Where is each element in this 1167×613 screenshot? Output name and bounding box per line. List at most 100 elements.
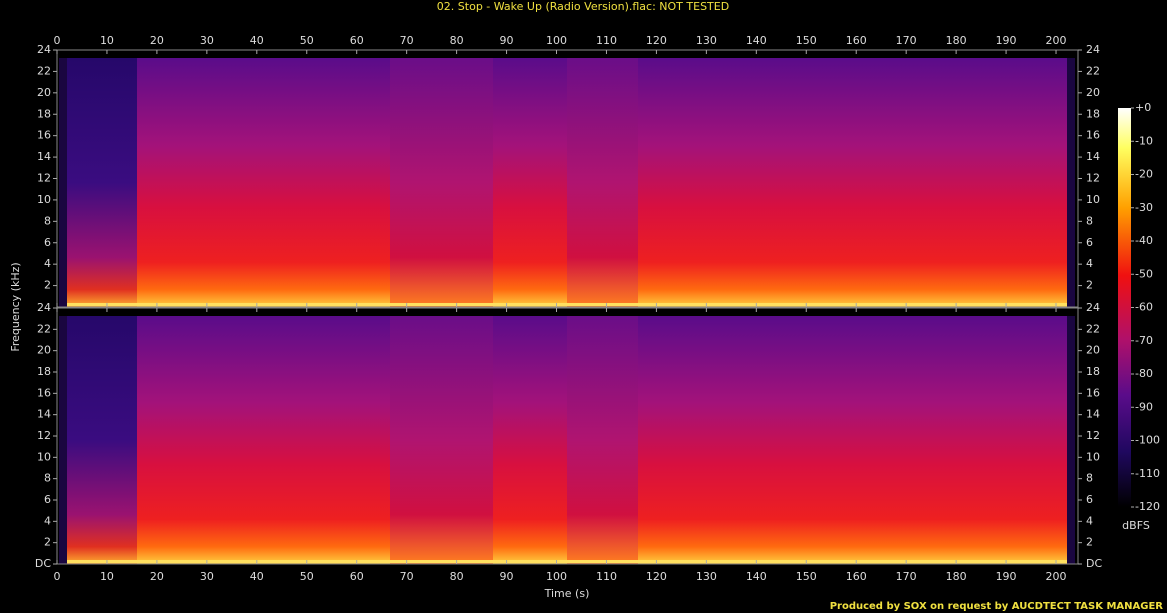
x-tick-label: 80 [450, 570, 464, 583]
footer: Produced by SOX on request by AUCDTECT T… [830, 601, 1164, 612]
x-tick-label: 120 [646, 34, 667, 47]
y-tick-label: 20 [37, 344, 51, 357]
spectrogram [638, 58, 1067, 307]
y-tick-label: 2 [44, 279, 51, 292]
y-tick-label: 24 [37, 301, 51, 314]
y-tick-label: 18 [1086, 107, 1100, 120]
y-tick-label: 4 [1086, 514, 1093, 527]
y-tick-label: 16 [1086, 386, 1100, 399]
y-tick-label: 10 [37, 450, 51, 463]
y-tick-label: 10 [1086, 450, 1100, 463]
colorbar-tick-label: -100 [1135, 434, 1160, 447]
colorbar-tick-label: -60 [1135, 301, 1153, 314]
y-tick-label: 14 [37, 408, 51, 421]
low-band [67, 560, 1067, 563]
x-tick-label: 70 [400, 34, 414, 47]
spectrogram [567, 316, 638, 564]
y-axis-label: Frequency (kHz) [9, 262, 22, 351]
colorbar-tick-label: -80 [1135, 367, 1153, 380]
spectrogram-edge [59, 316, 67, 564]
y-tick-label: 12 [37, 429, 51, 442]
x-tick-label: 50 [300, 570, 314, 583]
spectrogram-edge [59, 58, 67, 307]
y-tick-label: 6 [44, 493, 51, 506]
spectrogram [390, 316, 493, 564]
x-tick-label: 90 [500, 570, 514, 583]
y-tick-label: 14 [1086, 150, 1100, 163]
y-tick-label: 24 [37, 43, 51, 56]
x-tick-label: 190 [996, 34, 1017, 47]
chart-title: 02. Stop - Wake Up (Radio Version).flac:… [437, 0, 729, 13]
x-tick-label: 160 [846, 34, 867, 47]
x-tick-label: 30 [200, 34, 214, 47]
y-tick-label: 22 [37, 64, 51, 77]
y-tick-label: DC [1086, 557, 1102, 570]
y-tick-label: 16 [37, 129, 51, 142]
x-tick-label: 60 [350, 570, 364, 583]
y-tick-label: DC [35, 557, 51, 570]
spectrogram [390, 58, 493, 307]
colorbar-tick-label: -30 [1135, 201, 1153, 214]
x-tick-label: 60 [350, 34, 364, 47]
spectrogram [137, 58, 390, 307]
y-tick-label: 24 [1086, 43, 1100, 56]
y-tick-label: 8 [44, 214, 51, 227]
x-tick-label: 100 [546, 570, 567, 583]
x-tick-label: 200 [1046, 570, 1067, 583]
y-tick-label: 4 [44, 257, 51, 270]
y-tick-label: 18 [1086, 365, 1100, 378]
y-tick-label: 6 [1086, 236, 1093, 249]
y-tick-label: 18 [37, 365, 51, 378]
spectrogram [67, 58, 137, 307]
x-tick-label: 190 [996, 570, 1017, 583]
spectrogram-edge [1067, 316, 1075, 564]
y-tick-label: 2 [1086, 279, 1093, 292]
x-tick-label: 0 [54, 34, 61, 47]
x-tick-label: 130 [696, 34, 717, 47]
y-tick-label: 6 [44, 236, 51, 249]
x-tick-label: 140 [746, 570, 767, 583]
x-tick-label: 40 [250, 34, 264, 47]
spectrogram [638, 316, 1067, 564]
x-tick-label: 110 [596, 570, 617, 583]
y-tick-label: 8 [44, 472, 51, 485]
x-tick-label: 150 [796, 34, 817, 47]
x-tick-label: 130 [696, 570, 717, 583]
x-tick-label: 160 [846, 570, 867, 583]
x-tick-label: 70 [400, 570, 414, 583]
colorbar-tick-label: -40 [1135, 234, 1153, 247]
y-tick-label: 14 [37, 150, 51, 163]
colorbar-tick-label: -50 [1135, 267, 1153, 280]
spectrogram [67, 316, 137, 564]
x-tick-label: 80 [450, 34, 464, 47]
x-tick-label: 180 [946, 34, 967, 47]
y-tick-label: 22 [37, 322, 51, 335]
y-tick-label: 2 [1086, 536, 1093, 549]
x-tick-label: 180 [946, 570, 967, 583]
x-tick-label: 50 [300, 34, 314, 47]
x-tick-label: 120 [646, 570, 667, 583]
x-tick-label: 40 [250, 570, 264, 583]
y-tick-label: 14 [1086, 408, 1100, 421]
y-tick-label: 12 [1086, 172, 1100, 185]
x-tick-label: 20 [150, 34, 164, 47]
x-tick-label: 30 [200, 570, 214, 583]
y-tick-label: 12 [37, 172, 51, 185]
colorbar-tick-label: -120 [1135, 500, 1160, 513]
y-tick-label: 24 [1086, 301, 1100, 314]
spectrogram [137, 316, 390, 564]
y-tick-label: 10 [37, 193, 51, 206]
y-tick-label: 8 [1086, 214, 1093, 227]
x-tick-label: 0 [54, 570, 61, 583]
spectrogram-edge [1067, 58, 1075, 307]
colorbar-tick-label: -10 [1135, 134, 1153, 147]
y-tick-label: 16 [37, 386, 51, 399]
x-tick-label: 170 [896, 570, 917, 583]
x-axis-label: Time (s) [544, 587, 590, 600]
y-tick-label: 10 [1086, 193, 1100, 206]
y-tick-label: 8 [1086, 472, 1093, 485]
colorbar-tick-label: +0 [1135, 101, 1151, 114]
y-tick-label: 20 [37, 86, 51, 99]
y-tick-label: 16 [1086, 129, 1100, 142]
x-tick-label: 110 [596, 34, 617, 47]
